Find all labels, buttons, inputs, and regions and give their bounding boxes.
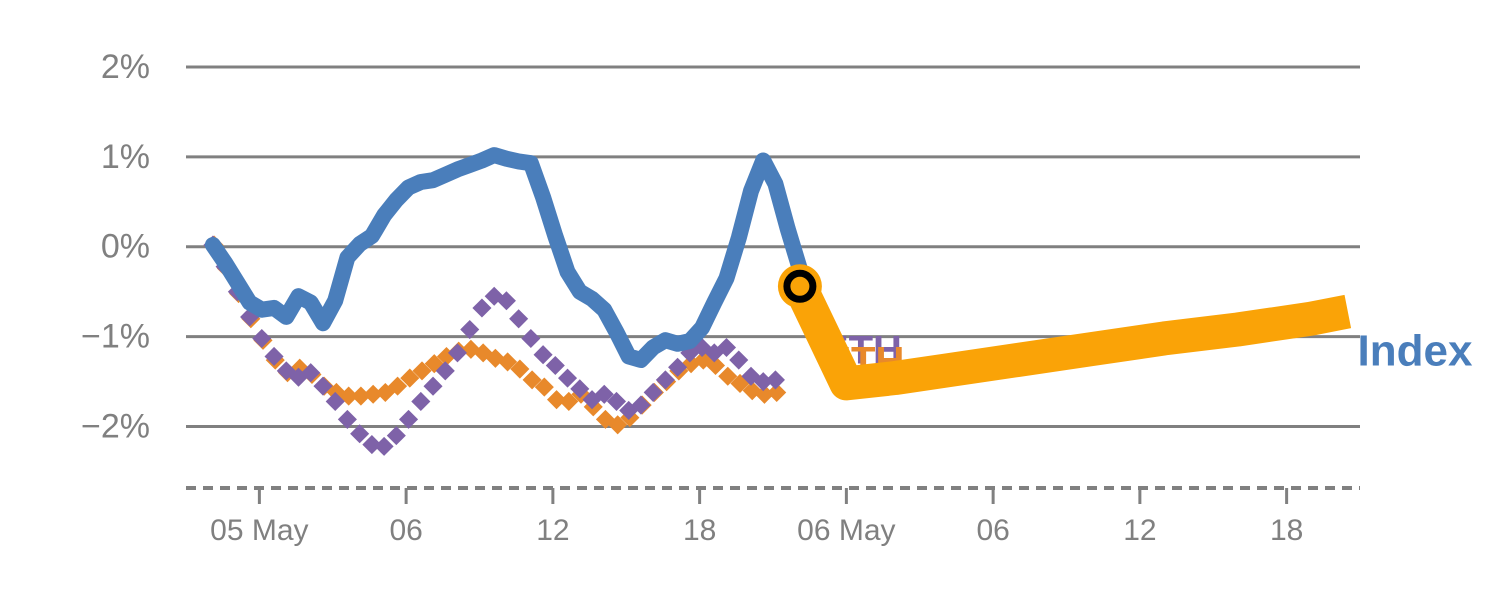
data-point-marker	[447, 343, 468, 363]
forecast-highlight-marker[interactable]	[777, 264, 822, 309]
y-tick-label: −1%	[81, 318, 150, 356]
data-point-marker	[557, 368, 578, 388]
y-axis-tick-labels: 2% 1% 0% −1% −2%	[81, 48, 150, 446]
data-point-marker	[374, 436, 394, 456]
x-axis-tick-marks	[257, 488, 1289, 504]
forecast-band-path	[784, 278, 1352, 401]
data-point-marker	[729, 350, 749, 370]
x-tick-label: 05 May	[210, 514, 308, 547]
data-point-marker	[718, 366, 738, 386]
series-forecast-band	[784, 278, 1352, 401]
data-point-marker	[522, 370, 542, 390]
current-value-marker[interactable]	[783, 269, 817, 303]
data-point-marker	[767, 382, 787, 402]
data-point-marker	[631, 395, 651, 415]
x-tick-label: 18	[1270, 514, 1303, 547]
data-point-marker	[547, 390, 567, 410]
data-point-marker	[388, 376, 408, 396]
data-point-marker	[510, 359, 530, 379]
data-point-marker	[533, 345, 553, 365]
data-point-marker	[325, 391, 345, 411]
x-tick-label: 06 May	[797, 514, 895, 547]
data-point-marker	[570, 379, 590, 399]
index-line-path	[204, 147, 808, 368]
x-tick-label: 06	[389, 514, 422, 547]
data-point-marker	[423, 376, 443, 396]
y-tick-label: 0%	[101, 228, 150, 266]
data-point-marker	[643, 382, 663, 402]
data-point-marker	[472, 298, 492, 318]
data-point-marker	[337, 409, 357, 429]
x-tick-label: 18	[683, 514, 716, 547]
y-tick-label: −2%	[81, 408, 150, 446]
series-label-index: Index	[1358, 326, 1473, 375]
y-tick-label: 1%	[101, 138, 150, 176]
data-point-marker	[350, 424, 370, 444]
data-point-marker	[363, 384, 383, 404]
series-index-line	[204, 147, 808, 368]
data-point-marker	[386, 426, 406, 446]
data-point-marker	[594, 384, 614, 404]
data-point-marker	[765, 370, 785, 390]
data-point-marker	[716, 337, 737, 358]
data-point-marker	[411, 391, 431, 411]
x-tick-label: 12	[1123, 514, 1156, 547]
data-point-marker	[252, 328, 272, 349]
data-point-marker	[509, 309, 529, 329]
data-point-marker	[412, 361, 432, 381]
data-point-marker	[521, 328, 541, 349]
y-tick-label: 2%	[101, 48, 150, 86]
x-axis-tick-labels: 05 May 06 12 18 06 May 06 12 18	[210, 514, 1303, 547]
x-tick-label: 06	[976, 514, 1009, 547]
data-point-marker	[362, 435, 382, 455]
data-point-marker	[668, 357, 688, 377]
data-point-marker	[606, 391, 627, 411]
data-point-marker	[313, 376, 333, 396]
x-tick-label: 12	[536, 514, 569, 547]
data-point-marker	[435, 361, 455, 381]
data-point-marker	[545, 355, 565, 376]
data-point-marker	[608, 415, 628, 435]
series-eth-purple-dotted	[203, 235, 785, 456]
data-point-marker	[498, 352, 518, 372]
data-point-marker	[655, 370, 675, 390]
